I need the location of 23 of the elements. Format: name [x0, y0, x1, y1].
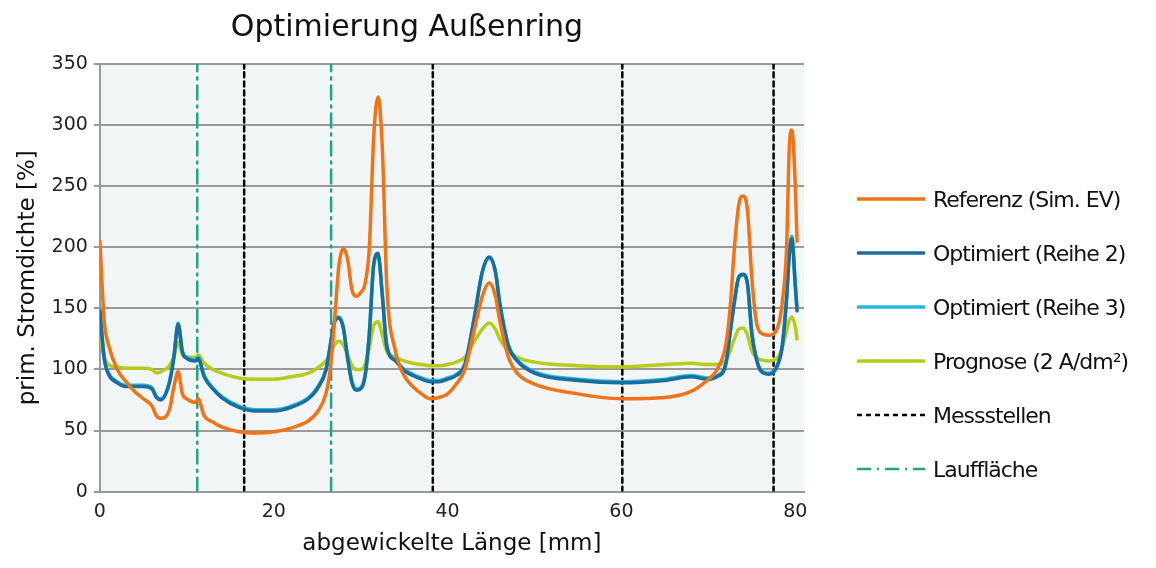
legend-label: Optimiert (Reihe 2)	[933, 240, 1126, 266]
line-series	[99, 95, 799, 435]
y-tick-label: 300	[51, 112, 88, 135]
y-tick-label: 150	[51, 295, 88, 318]
legend-label: Optimiert (Reihe 3)	[933, 294, 1126, 320]
x-tick-label: 60	[609, 498, 634, 521]
legend-label: Messstellen	[933, 402, 1051, 428]
y-tick-label: 100	[51, 356, 88, 379]
x-tick-label: 40	[435, 498, 460, 521]
x-tick-label: 20	[261, 498, 286, 521]
chart-title: Optimierung Außenring	[230, 7, 584, 43]
legend-label: Lauffläche	[933, 456, 1038, 482]
y-tick-label: 0	[75, 478, 88, 501]
legend-label: Prognose (2 A/dm²)	[933, 348, 1129, 374]
y-axis-title: prim. Stromdichte [%]	[12, 150, 39, 406]
y-tick-label: 200	[51, 234, 88, 257]
legend-label: Referenz (Sim. EV)	[933, 186, 1121, 212]
x-tick-label: 80	[783, 498, 808, 521]
x-tick-label: 0	[93, 498, 106, 521]
x-axis-title: abgewickelte Länge [mm]	[302, 529, 602, 556]
y-tick-label: 250	[51, 173, 88, 196]
y-tick-label: 350	[51, 50, 88, 73]
y-tick-label: 50	[63, 417, 88, 440]
